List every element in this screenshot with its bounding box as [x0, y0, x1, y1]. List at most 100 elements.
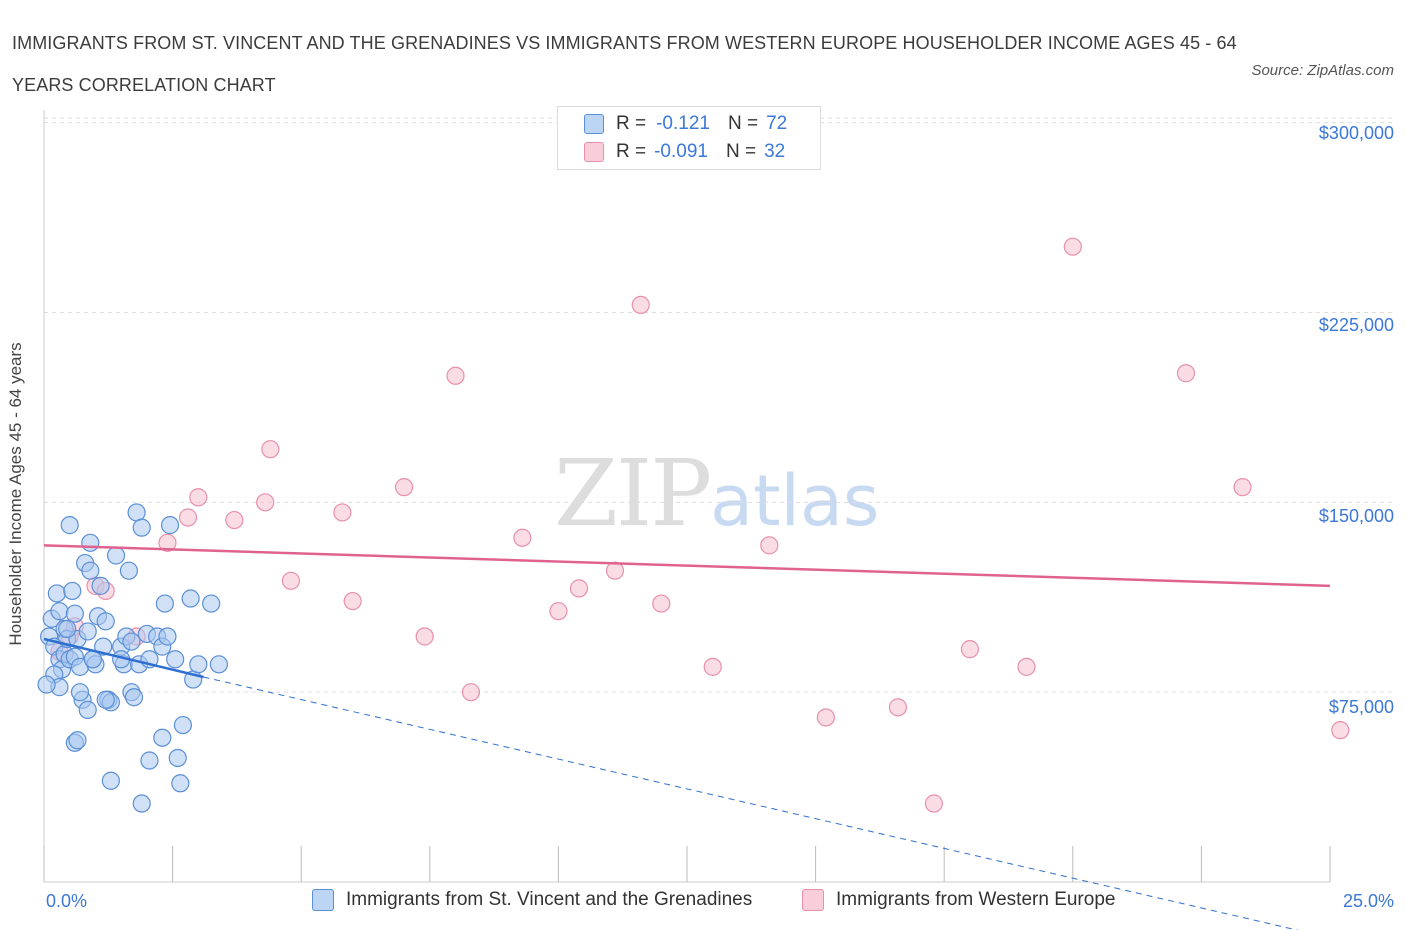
- pink-data-point: [333, 503, 352, 522]
- blue-data-point: [91, 576, 110, 595]
- blue-data-point: [78, 700, 97, 719]
- blue-data-point: [124, 688, 144, 707]
- blue-data-point: [68, 731, 87, 750]
- chart-title: IMMIGRANTS FROM ST. VINCENT AND THE GREN…: [12, 33, 1237, 95]
- blue-data-point: [58, 619, 77, 638]
- watermark: ZIPatlas: [554, 440, 879, 547]
- blue-data-point: [81, 561, 100, 580]
- legend-r-value: -0.091: [654, 141, 708, 162]
- y-tick-label-150000: $150,000: [1318, 506, 1394, 526]
- pink-data-point: [394, 478, 414, 497]
- pink-data-point: [760, 536, 779, 555]
- pink-data-point: [178, 508, 198, 527]
- blue-data-point: [65, 604, 84, 623]
- blue-data-point: [209, 655, 228, 674]
- blue-data-point: [153, 728, 172, 747]
- bottom-legend-swatch-pink: [802, 889, 824, 911]
- blue-data-point: [122, 632, 141, 651]
- blue-data-point: [47, 584, 66, 603]
- blue-data-point: [132, 794, 151, 813]
- bottom-legend-label-pink: Immigrants from Western Europe: [836, 889, 1116, 910]
- watermark-zip: ZIP: [554, 440, 712, 547]
- blue-data-point: [173, 715, 192, 735]
- blue-data-point: [181, 589, 200, 608]
- blue-data-point: [60, 516, 79, 535]
- axes: [43, 110, 1331, 883]
- bottom-legend-blue: Immigrants from St. Vincent and the Gren…: [312, 889, 752, 911]
- grid-lines: [44, 117, 1392, 693]
- pink-series-points: [50, 237, 1350, 813]
- pink-data-point: [461, 683, 481, 702]
- source-credit: Source: ZipAtlas.com: [1251, 62, 1394, 79]
- legend-n-label: N =: [727, 113, 759, 134]
- blue-data-point: [50, 602, 69, 621]
- pink-data-point: [446, 366, 465, 385]
- blue-data-point: [96, 690, 115, 709]
- pink-data-point: [549, 602, 568, 621]
- pink-data-point: [343, 591, 362, 611]
- pink-data-point: [256, 493, 275, 512]
- pink-data-point: [816, 708, 835, 727]
- pink-data-point: [703, 657, 722, 676]
- blue-data-point: [78, 622, 97, 641]
- blue-data-point: [168, 748, 187, 768]
- y-tick-label-75000: $75,000: [1328, 697, 1394, 717]
- blue-data-point: [171, 774, 190, 793]
- legend-swatch-pink: [584, 142, 604, 162]
- watermark-atlas: atlas: [710, 460, 880, 542]
- blue-data-point: [202, 594, 221, 613]
- blue-data-point: [101, 771, 120, 790]
- correlation-legend: R = -0.121 N = 72 R = -0.091 N = 32: [557, 106, 821, 170]
- blue-trend-extension: [203, 676, 1300, 930]
- bottom-legend-pink: Immigrants from Western Europe: [802, 889, 1115, 911]
- blue-data-point: [132, 518, 151, 537]
- legend-row-pink: R = -0.091 N = 32: [584, 139, 785, 165]
- blue-data-point: [96, 612, 115, 631]
- legend-n-label: N =: [725, 141, 757, 162]
- pink-data-point: [281, 571, 301, 590]
- legend-r-label: R =: [616, 141, 647, 162]
- blue-data-point: [158, 627, 177, 646]
- blue-data-point: [140, 751, 159, 770]
- pink-data-point: [513, 528, 532, 547]
- blue-data-point: [106, 546, 126, 565]
- blue-data-point: [81, 533, 100, 552]
- pink-data-point: [652, 594, 671, 613]
- legend-r-label: R =: [616, 113, 647, 134]
- blue-data-point: [119, 561, 138, 580]
- legend-n-value: 72: [766, 113, 788, 134]
- pink-data-point: [888, 698, 908, 717]
- legend-swatch-blue: [584, 114, 604, 134]
- pink-data-point: [1233, 478, 1252, 497]
- blue-data-point: [37, 675, 56, 694]
- blue-data-point: [63, 581, 82, 601]
- pink-data-point: [1176, 364, 1196, 383]
- blue-trend-line: [43, 637, 204, 679]
- pink-data-point: [569, 579, 589, 598]
- pink-data-point: [261, 440, 280, 459]
- y-tick-label-225000: $225,000: [1318, 315, 1394, 335]
- pink-data-point: [415, 627, 434, 646]
- bottom-legend-label-blue: Immigrants from St. Vincent and the Gren…: [346, 889, 753, 910]
- pink-data-point: [1063, 237, 1082, 256]
- pink-data-point: [631, 295, 650, 314]
- pink-trend-line: [43, 544, 1331, 588]
- y-axis-label: Householder Income Ages 45 - 64 years: [6, 342, 25, 646]
- pink-data-point: [189, 488, 208, 507]
- blue-data-point: [155, 594, 174, 613]
- legend-row-blue: R = -0.121 N = 72: [584, 111, 787, 137]
- blue-data-point: [166, 650, 185, 669]
- blue-data-point: [160, 516, 180, 535]
- pink-data-point: [1017, 657, 1036, 676]
- pink-data-point: [960, 640, 980, 659]
- legend-n-value: 32: [764, 141, 786, 162]
- blue-data-point: [127, 503, 146, 522]
- bottom-legend-swatch-blue: [312, 889, 334, 911]
- pink-data-point: [158, 533, 177, 552]
- trend-lines: [43, 544, 1331, 930]
- blue-data-point: [189, 655, 208, 674]
- pink-data-point: [225, 510, 244, 530]
- pink-data-point: [924, 794, 944, 813]
- x-tick-label-max: 25.0%: [1342, 891, 1394, 911]
